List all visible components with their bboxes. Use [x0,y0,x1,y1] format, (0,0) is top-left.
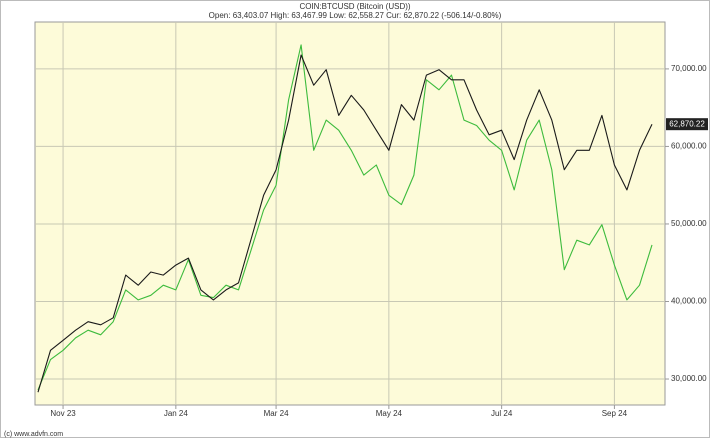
chart-title: COIN:BTCUSD (Bitcoin (USD)) [299,2,410,11]
y-tick-label: 60,000.00 [671,142,707,151]
last-value-label: 62,870.22 [669,119,705,128]
last-value-tag [666,118,708,131]
price-line [37,44,653,391]
y-tick-label: 70,000.00 [671,64,707,73]
plot-area [34,21,666,406]
x-tick-label: Jul 24 [491,409,513,418]
y-tick-label: 40,000.00 [671,297,707,306]
x-tick-label: Sep 24 [602,409,628,418]
price-line [37,54,653,393]
chart-subtitle: Open: 63,403.07 High: 63,467.99 Low: 62,… [209,11,502,20]
footer: (c) www.advfn.com [4,431,63,438]
x-tick-label: Jan 24 [164,409,189,418]
x-tick-label: Nov 23 [50,409,76,418]
grid [35,22,665,405]
x-tick-label: May 24 [376,409,403,418]
y-tick-label: 30,000.00 [671,374,707,383]
y-tick-label: 50,000.00 [671,219,707,228]
x-tick-label: Mar 24 [264,409,289,418]
